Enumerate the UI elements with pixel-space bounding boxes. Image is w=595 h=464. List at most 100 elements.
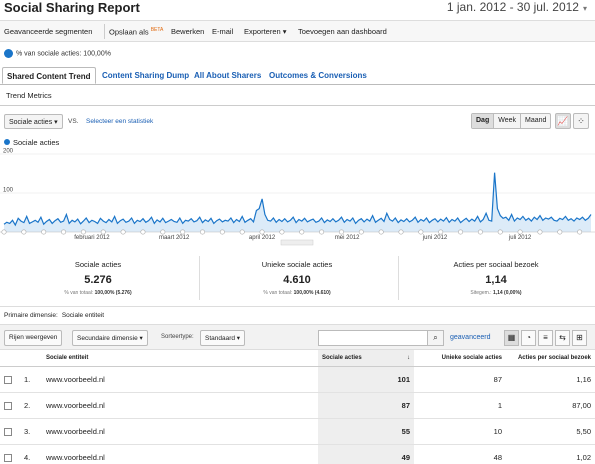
- actions-cell: 49: [318, 444, 414, 464]
- advanced-filter-link[interactable]: geavanceerd: [450, 334, 491, 341]
- table-controls: Rijen weergeven Secundaire dimensie ▾ So…: [0, 324, 595, 350]
- primary-dimension: Primaire dimensie: Sociale entiteit: [4, 312, 104, 319]
- series-line: [3, 172, 592, 227]
- table-search-field[interactable]: ⌕: [318, 330, 444, 346]
- divider: [0, 105, 595, 106]
- y-tick-label: 100: [3, 188, 14, 194]
- table-view-icon[interactable]: ▦: [504, 330, 519, 346]
- tab-all-about-sharers[interactable]: All About Sharers: [194, 71, 262, 80]
- date-range-picker[interactable]: 1 jan. 2012 - 30 jul. 2012 ▾: [447, 0, 587, 14]
- pivot-view-icon[interactable]: ⊞: [572, 330, 587, 346]
- advanced-segments-button[interactable]: Geavanceerde segmenten: [4, 27, 93, 36]
- row-checkbox[interactable]: [4, 427, 12, 436]
- x-tick-label: juli 2012: [508, 235, 532, 241]
- chevron-down-icon: ▾: [582, 4, 587, 13]
- actions-cell: 101: [318, 366, 414, 393]
- annotation-marker: [100, 229, 106, 235]
- email-button[interactable]: E-mail: [212, 27, 234, 36]
- column-header-actions[interactable]: Sociale acties ↓: [318, 350, 414, 367]
- sort-type-select[interactable]: Standaard ▾: [200, 330, 246, 346]
- bar-view-icon[interactable]: ≡: [538, 330, 553, 346]
- annotation-marker: [140, 229, 146, 235]
- stat-sub-prefix: % van totaal:: [263, 290, 293, 296]
- motion-chart-icon[interactable]: ⁘: [573, 113, 589, 129]
- annotation-marker: [537, 229, 543, 235]
- granularity-buttons: Dag Week Maand: [471, 113, 552, 129]
- stat-label: Sociale acties: [74, 260, 122, 269]
- primary-dimension-label: Primaire dimensie:: [4, 312, 58, 319]
- stat-sub: Sitegem.: 1,14 (0,00%): [398, 290, 594, 296]
- metric-select[interactable]: Sociale acties ▾: [4, 114, 63, 129]
- checkbox-header: [0, 350, 20, 367]
- select-statistic-link[interactable]: Selecteer een statistiek: [86, 118, 154, 125]
- plot-rows-button[interactable]: Rijen weergeven: [4, 330, 63, 346]
- sharing-line-chart[interactable]: 100 200 februari 2012 maart 2012 april 2012 m…: [0, 148, 595, 246]
- stat-sub-value: 1,14 (0,00%): [492, 290, 522, 296]
- row-checkbox[interactable]: [4, 375, 12, 384]
- tab-shared-content-trend[interactable]: Shared Content Trend: [2, 67, 96, 84]
- annotation-marker: [477, 229, 483, 235]
- trend-metrics-tab[interactable]: Trend Metrics: [6, 91, 52, 100]
- column-header-actions-label: Sociale acties: [322, 354, 362, 361]
- vs-label: VS.: [68, 118, 79, 125]
- comparison-view-icon[interactable]: ⇆: [555, 330, 570, 346]
- segment-indicator: % van sociale acties: 100,00%: [4, 49, 111, 58]
- add-to-dashboard-button[interactable]: Toevoegen aan dashboard: [298, 27, 387, 36]
- stat-value: 4.610: [283, 274, 311, 286]
- series-area: [4, 172, 591, 232]
- save-as-button[interactable]: Opslaan als BETA: [109, 27, 163, 37]
- stat-actions-per-visit: Acties per sociaal bezoek 1,14 Sitegem.:…: [398, 256, 594, 302]
- entity-link[interactable]: www.voorbeeld.nl: [42, 418, 318, 445]
- row-checkbox[interactable]: [4, 453, 12, 462]
- column-header-entity[interactable]: Sociale entiteit: [42, 350, 318, 367]
- per-visit-cell: 1,02: [506, 444, 595, 464]
- row-checkbox[interactable]: [4, 401, 12, 410]
- annotation-marker: [41, 229, 47, 235]
- stat-sub-value: 100,00% (5.276): [94, 290, 132, 296]
- sort-arrow-icon: ↓: [407, 354, 410, 361]
- tab-content-sharing-dump[interactable]: Content Sharing Dump: [102, 71, 190, 80]
- annotation-marker: [219, 229, 225, 235]
- stat-divider: [398, 256, 399, 300]
- date-range-label: 1 jan. 2012 - 30 jul. 2012: [446, 0, 579, 14]
- divider: [0, 306, 595, 307]
- entity-link[interactable]: www.voorbeeld.nl: [42, 366, 318, 393]
- legend-dot: [4, 139, 10, 145]
- entity-link[interactable]: www.voorbeeld.nl: [42, 392, 318, 419]
- search-icon[interactable]: ⌕: [427, 331, 443, 345]
- column-header-unique[interactable]: Unieke sociale acties: [414, 350, 506, 367]
- beta-badge: BETA: [150, 27, 164, 33]
- annotation-marker: [239, 229, 245, 235]
- report-toolbar: Geavanceerde segmenten Opslaan als BETA …: [0, 20, 595, 42]
- row-checkbox-cell: [0, 392, 20, 419]
- week-button[interactable]: Week: [494, 114, 522, 128]
- y-tick-label: 200: [3, 149, 14, 155]
- secondary-dimension-select[interactable]: Secundaire dimensie ▾: [72, 330, 148, 346]
- tabs-underline: [0, 84, 595, 85]
- stat-sub-prefix: % van totaal:: [64, 290, 94, 296]
- annotation-marker: [180, 229, 186, 235]
- edit-button[interactable]: Bewerken: [171, 27, 205, 36]
- month-button[interactable]: Maand: [525, 117, 547, 124]
- entity-link[interactable]: www.voorbeeld.nl: [42, 444, 318, 464]
- data-table: Sociale entiteit Sociale acties ↓ Unieke …: [0, 350, 595, 464]
- segment-pie-icon: [4, 49, 13, 58]
- pie-view-icon[interactable]: ◔: [521, 330, 536, 346]
- chart-legend: Sociale acties: [4, 138, 59, 147]
- tab-outcomes-conversions[interactable]: Outcomes & Conversions: [269, 71, 367, 80]
- unique-cell: 10: [414, 418, 506, 445]
- index-header: [20, 350, 42, 367]
- sort-type-label: Sorteertype:: [161, 334, 194, 340]
- row-index: 4.: [20, 444, 42, 464]
- day-button[interactable]: Dag: [472, 114, 495, 128]
- x-tick-label: maart 2012: [159, 235, 190, 241]
- primary-dimension-value[interactable]: Sociale entiteit: [61, 312, 105, 319]
- actions-cell: 87: [318, 392, 414, 419]
- line-chart-icon[interactable]: 📈: [555, 113, 571, 129]
- unique-cell: 87: [414, 366, 506, 393]
- annotation-marker: [160, 229, 166, 235]
- export-button[interactable]: Exporteren ▾: [244, 27, 287, 36]
- actions-cell: 55: [318, 418, 414, 445]
- column-header-per-visit[interactable]: Acties per sociaal bezoek: [506, 350, 595, 367]
- table-row: 2. www.voorbeeld.nl 87 1 87,00: [0, 392, 595, 419]
